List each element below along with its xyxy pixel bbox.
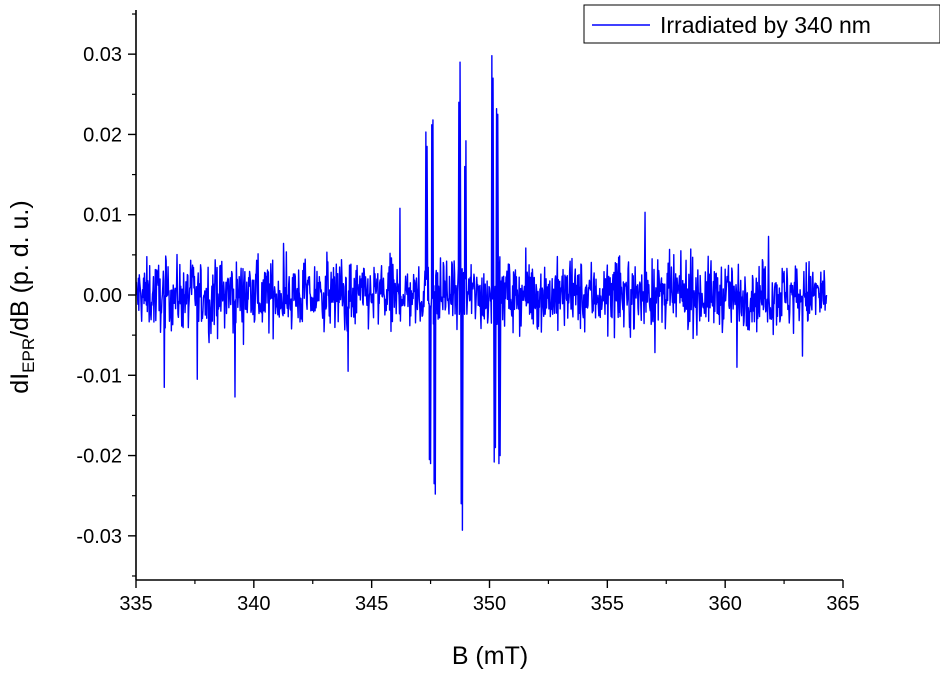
- x-tick-label: 340: [237, 593, 270, 615]
- x-axis-ticks: 335 340 345 350 355 360 365: [119, 580, 860, 615]
- legend: Irradiated by 340 nm: [583, 4, 940, 44]
- series-line-irradiated-340nm: [135, 55, 828, 531]
- y-tick-label: 0.01: [83, 205, 122, 227]
- y-tick-label: 0.02: [83, 124, 122, 146]
- legend-label: Irradiated by 340 nm: [660, 12, 871, 38]
- y-tick-label: -0.03: [76, 526, 122, 548]
- y-tick-label: -0.02: [76, 446, 122, 468]
- x-tick-label: 335: [119, 593, 152, 615]
- y-axis-title: dIEPR/dB (p. d. u.): [6, 200, 38, 393]
- x-tick-label: 365: [826, 593, 859, 615]
- x-axis-title: B (mT): [452, 642, 528, 670]
- y-axis-title-subscript: EPR: [19, 338, 38, 373]
- y-tick-label: 0.03: [83, 44, 122, 66]
- y-tick-label: -0.01: [76, 365, 122, 387]
- x-tick-label: 350: [473, 593, 506, 615]
- y-axis-title-rest: /dB (p. d. u.): [6, 200, 34, 338]
- series-layer: [135, 55, 828, 531]
- x-tick-label: 360: [708, 593, 741, 615]
- y-tick-label: 0.00: [83, 285, 122, 307]
- y-axis-ticks: 0.03 0.02 0.01 0.00 -0.01 -0.02 -0.03: [76, 13, 136, 577]
- legend-box: [583, 4, 940, 44]
- x-tick-label: 355: [591, 593, 624, 615]
- y-axis-title-main: dI: [6, 373, 34, 394]
- x-tick-label: 345: [355, 593, 388, 615]
